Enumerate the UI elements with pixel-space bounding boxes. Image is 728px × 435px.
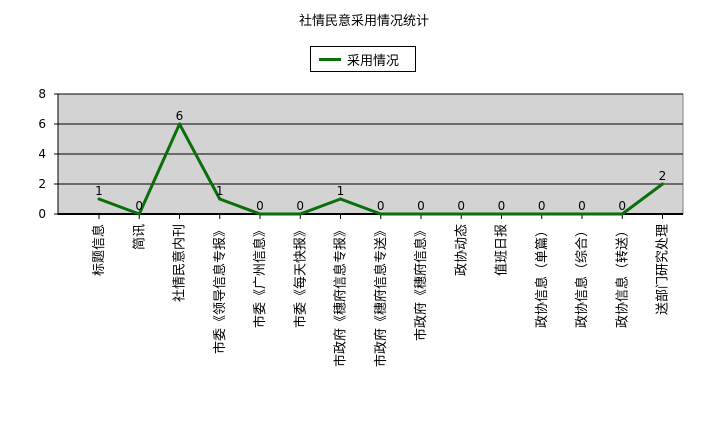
- x-tick-label: 市委《每天快报》: [292, 224, 308, 328]
- x-tick-label: 市政府《穗府信息》: [413, 224, 429, 341]
- data-label: 1: [216, 184, 224, 198]
- data-label: 0: [498, 199, 506, 213]
- data-label: 6: [176, 109, 184, 123]
- x-tick-label: 政协信息（综合）: [574, 224, 590, 328]
- data-label: 0: [538, 199, 546, 213]
- x-tick-label: 社情民意内刊: [172, 224, 188, 302]
- data-label: 0: [618, 199, 626, 213]
- y-tick-label: 6: [38, 117, 46, 131]
- data-label: 0: [417, 199, 425, 213]
- x-tick-label: 市政府《穗府信息专送》: [373, 224, 389, 367]
- data-label: 0: [256, 199, 264, 213]
- data-label: 0: [578, 199, 586, 213]
- y-tick-label: 2: [38, 177, 46, 191]
- data-label: 1: [337, 184, 345, 198]
- x-tick-label: 市委《广州信息》: [252, 224, 268, 328]
- x-tick-label: 政协信息（单篇）: [534, 224, 550, 328]
- y-tick-label: 8: [38, 87, 46, 101]
- data-label: 2: [659, 169, 667, 183]
- data-label: 1: [95, 184, 103, 198]
- data-label: 0: [135, 199, 143, 213]
- x-tick-label: 政协动态: [454, 224, 469, 276]
- data-label: 0: [296, 199, 304, 213]
- data-label: 0: [457, 199, 465, 213]
- x-tick-label: 送部门研究处理: [656, 224, 671, 315]
- data-label: 0: [377, 199, 385, 213]
- x-tick-label: 市委《领导信息专报》: [212, 224, 228, 354]
- x-tick-label: 标题信息: [91, 224, 107, 276]
- x-tick-label: 简讯: [131, 224, 147, 250]
- x-tick-label: 值班日报: [494, 224, 510, 276]
- y-tick-label: 4: [38, 147, 46, 161]
- x-tick-label: 政协信息（转送）: [614, 224, 630, 328]
- y-tick-label: 0: [38, 207, 46, 221]
- x-tick-label: 市政府《穗府信息专报》: [333, 224, 349, 367]
